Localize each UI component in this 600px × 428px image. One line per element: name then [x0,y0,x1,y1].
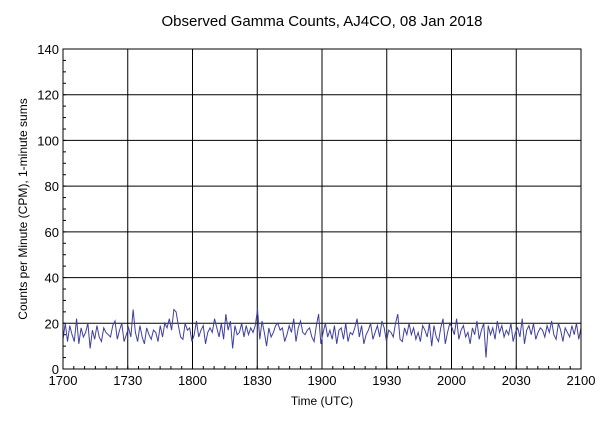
y-axis-tick-labels: 0 20 40 60 80 100 120 140 [37,42,59,377]
x-tick-label: 1730 [113,373,142,388]
x-axis-label: Time (UTC) [291,394,353,408]
x-tick-label: 1930 [372,373,401,388]
y-tick-label: 80 [45,179,59,194]
y-tick-label: 0 [52,362,59,377]
y-tick-label: 20 [45,316,59,331]
x-tick-label: 1900 [308,373,337,388]
y-axis-label: Counts per Minute (CPM), 1-minute sums [16,98,30,319]
y-tick-label: 100 [37,133,59,148]
x-tick-label: 2100 [567,373,596,388]
series-group [62,308,582,358]
x-tick-label: 2030 [502,373,531,388]
y-tick-label: 120 [37,88,59,103]
y-tick-label: 60 [45,225,59,240]
y-tick-label: 40 [45,271,59,286]
x-tick-label: 1830 [243,373,272,388]
x-tick-label: 2000 [437,373,466,388]
y-tick-label: 140 [37,42,59,57]
plot-frame [62,48,582,370]
x-tick-label: 1700 [49,373,78,388]
series-line [62,308,582,358]
chart-title: Observed Gamma Counts, AJ4CO, 08 Jan 201… [162,13,483,30]
x-axis-tick-labels: 1700 1730 1800 1830 1900 1930 2000 2030 2100 [49,373,596,388]
x-tick-label: 1800 [178,373,207,388]
